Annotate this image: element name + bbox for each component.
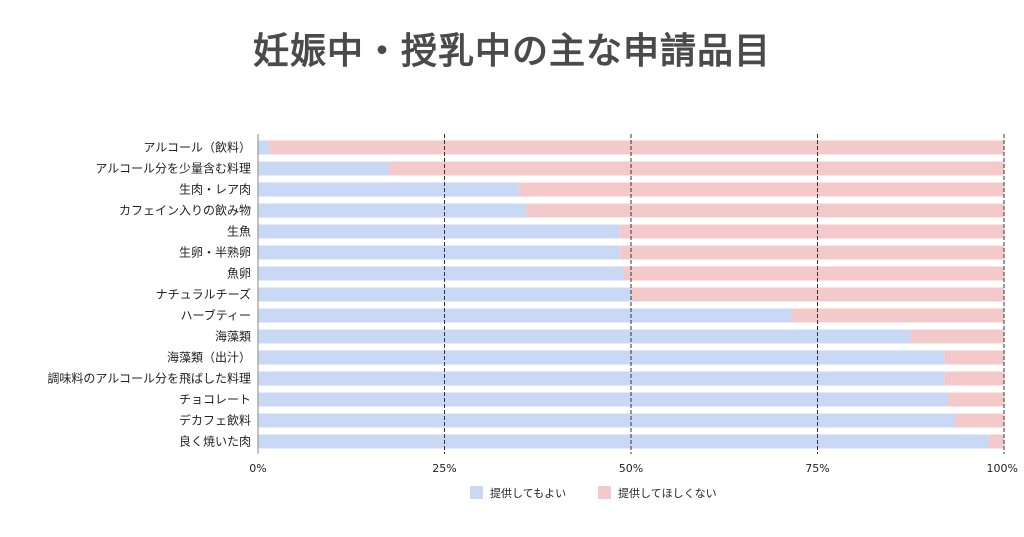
category-label: アルコール（飲料） — [143, 140, 251, 155]
legend-label: 提供してもよい — [490, 486, 566, 500]
bar-segment-ng — [526, 203, 1004, 218]
bar-segment-ng — [948, 392, 1004, 407]
bar-segment-ok — [258, 371, 945, 386]
category-label: 調味料のアルコール分を飛ばした料理 — [47, 372, 251, 386]
bar-segment-ng — [955, 413, 1004, 428]
bar-segment-ok — [258, 203, 527, 218]
bar-segment-ng — [910, 329, 1004, 344]
x-tick-label: 25% — [432, 462, 456, 475]
category-label: 魚卵 — [227, 267, 251, 281]
category-label: 生魚 — [227, 225, 251, 239]
x-tick-label: 75% — [805, 462, 829, 475]
category-label: デカフェ飲料 — [179, 413, 251, 428]
bar-segment-ok — [258, 434, 990, 449]
category-label: 良く焼いた肉 — [179, 434, 251, 449]
category-label: 生肉・レア肉 — [179, 183, 251, 197]
bar-segment-ng — [623, 266, 1004, 281]
legend: 提供してもよい 提供してほしくない — [470, 486, 717, 500]
legend-swatch — [470, 486, 483, 499]
bar-segment-ok — [258, 245, 620, 260]
bar-segment-ok — [258, 329, 911, 344]
bar-segment-ng — [388, 161, 1004, 176]
bar-segment-ok — [258, 350, 945, 365]
category-label: 生卵・半熟卵 — [179, 245, 251, 260]
bar-segment-ok — [258, 182, 520, 197]
legend-label: 提供してほしくない — [618, 486, 717, 500]
bar-segment-ok — [258, 266, 624, 281]
page-title: 妊娠中・授乳中の主な申請品目 — [252, 31, 771, 72]
bar-segment-ok — [258, 224, 620, 239]
bar-segment-ok — [258, 287, 631, 302]
category-label: ハーブティー — [180, 308, 251, 323]
bar-segment-ok — [258, 161, 389, 176]
category-label: 海藻類 — [215, 329, 251, 344]
category-labels: アルコール（飲料） アルコール分を少量含む料理生肉・レア肉カフェイン入りの飲み物生… — [47, 140, 251, 449]
legend-swatch — [598, 486, 611, 499]
bar-segment-ng — [989, 434, 1004, 449]
x-tick-labels: 0% 25% 50% 75% 100% — [249, 462, 1018, 475]
bar-segment-ng — [631, 287, 1004, 302]
bar-segment-ng — [269, 140, 1004, 155]
bar-segment-ng — [519, 182, 1004, 197]
bar-segment-ng — [619, 245, 1004, 260]
x-tick-label: 0% — [249, 462, 266, 475]
category-label: 海藻類（出汁） — [167, 350, 251, 365]
x-tick-label: 100% — [987, 462, 1018, 475]
bar-segment-ok — [258, 308, 792, 323]
category-label: ナチュラルチーズ — [156, 287, 251, 302]
bar-segment-ok — [258, 140, 270, 155]
bar-segment-ng — [944, 371, 1004, 386]
x-tick-label: 50% — [619, 462, 643, 475]
category-label: アルコール分を少量含む料理 — [95, 161, 251, 176]
bars-group — [258, 140, 1004, 449]
category-label: チョコレート — [179, 393, 251, 407]
bar-segment-ng — [944, 350, 1004, 365]
grid-lines — [257, 134, 1005, 454]
bar-segment-ok — [258, 392, 949, 407]
category-label: カフェイン入りの飲み物 — [119, 203, 251, 218]
bar-segment-ng — [791, 308, 1004, 323]
bar-segment-ng — [619, 224, 1004, 239]
bar-segment-ok — [258, 413, 956, 428]
